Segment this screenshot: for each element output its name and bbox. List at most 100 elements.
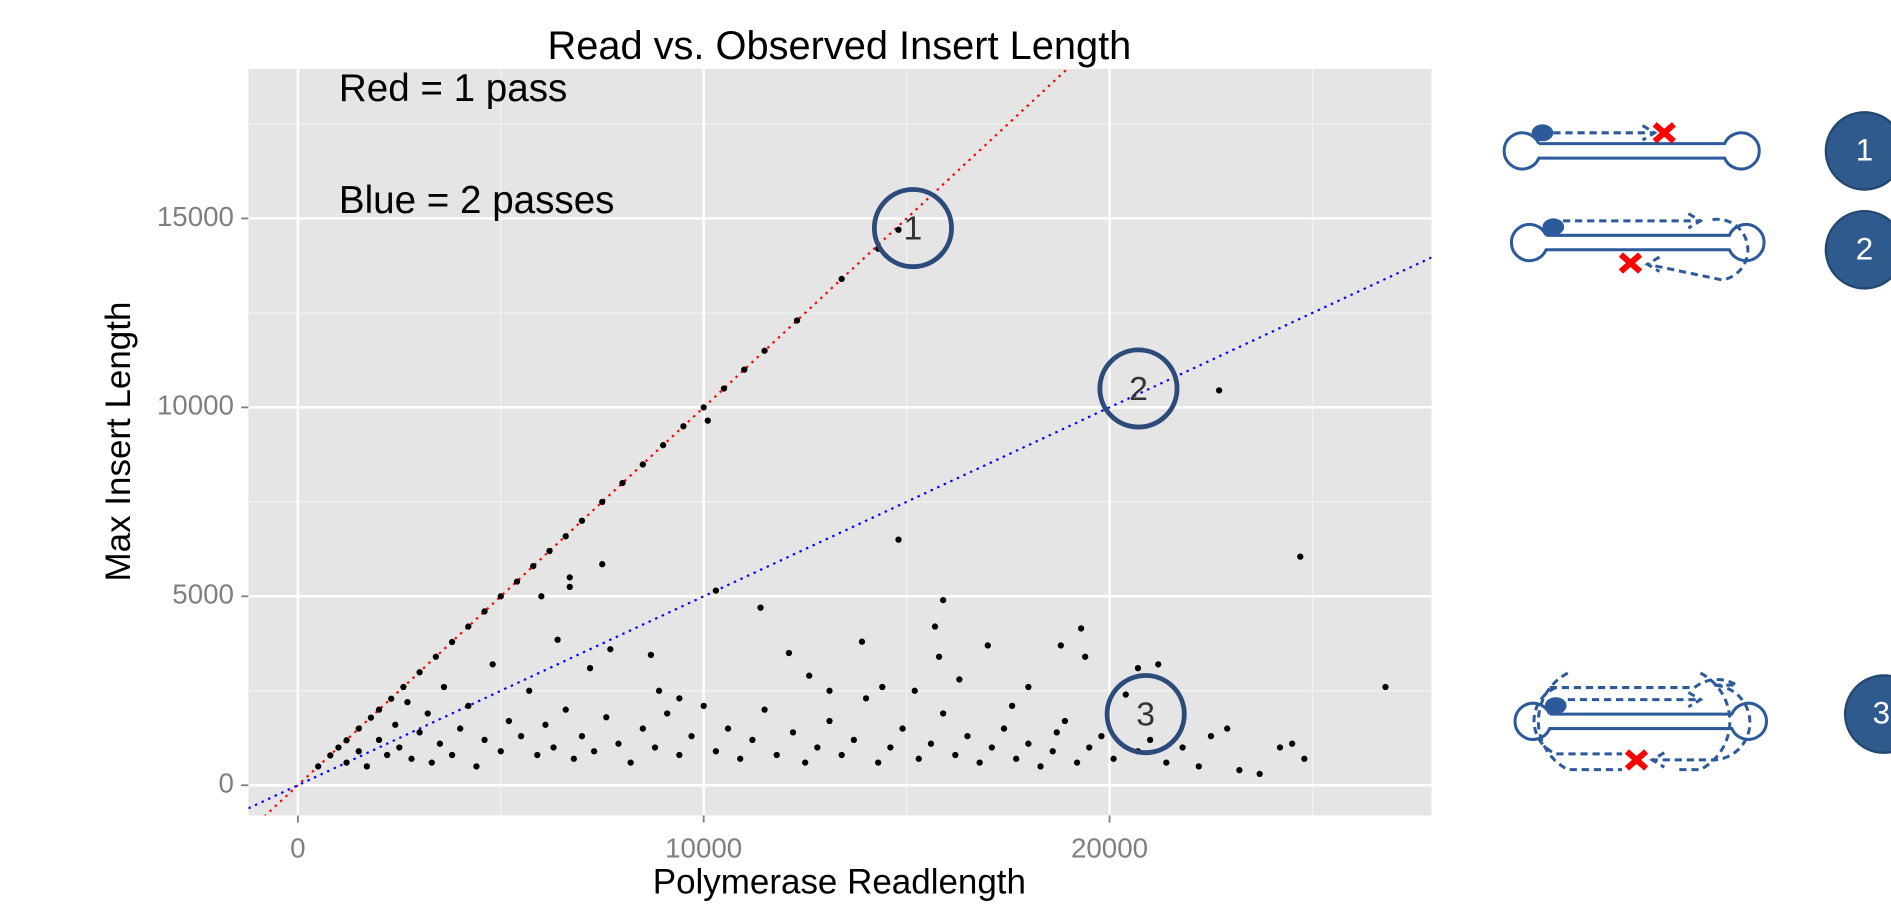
badge-label: 2 (1856, 231, 1873, 266)
point (1086, 744, 1093, 751)
point (720, 385, 728, 392)
y-tick-label: 10000 (157, 390, 234, 421)
point (578, 517, 586, 524)
y-tick-label: 5000 (172, 579, 234, 610)
point (538, 593, 545, 600)
point (1013, 755, 1020, 762)
point (603, 714, 610, 721)
point (542, 721, 549, 728)
point (1057, 642, 1064, 649)
point (757, 604, 764, 611)
point (517, 732, 525, 740)
point (550, 744, 557, 751)
point (1037, 763, 1044, 770)
point (1195, 763, 1202, 770)
badge (1824, 111, 1891, 191)
point (964, 732, 971, 740)
point (927, 740, 935, 747)
reference-line (263, 68, 1069, 816)
point (1146, 736, 1154, 744)
y-tick-label: 15000 (157, 201, 234, 232)
point (1155, 661, 1162, 668)
point (1301, 755, 1308, 762)
arrow (1562, 212, 1704, 230)
point (416, 669, 423, 676)
y-axis-label: Max Insert Length (99, 302, 138, 582)
point (497, 593, 504, 600)
point (850, 736, 857, 744)
point (1224, 725, 1231, 732)
point (627, 759, 634, 766)
point (375, 706, 383, 713)
point (647, 651, 655, 659)
point (1049, 748, 1056, 755)
point (700, 702, 707, 710)
arrow (1549, 678, 1752, 769)
diagram-1 (1502, 124, 1761, 171)
point (607, 646, 614, 653)
callout-circle (1104, 673, 1187, 756)
point (513, 578, 521, 585)
diagram-3 (1513, 671, 1768, 772)
point (526, 687, 533, 694)
point (651, 744, 659, 751)
reference-line (248, 256, 1432, 810)
point (1082, 653, 1089, 660)
point (1073, 759, 1081, 766)
point (416, 729, 423, 736)
point (879, 683, 886, 691)
polymerase (1544, 697, 1567, 715)
point (1215, 387, 1223, 394)
x-tick-label: 10000 (665, 833, 742, 864)
point (741, 366, 748, 373)
diagram-2 (1509, 212, 1766, 282)
point (793, 317, 801, 324)
point (931, 623, 939, 630)
stop-mark (1618, 252, 1643, 274)
badge (1824, 210, 1891, 290)
outer-loop (1536, 671, 1732, 772)
callout-circle (1097, 347, 1180, 430)
point (1297, 553, 1304, 560)
point (761, 347, 768, 354)
point (956, 676, 963, 683)
points (315, 226, 1389, 778)
point (899, 725, 906, 732)
point (1256, 770, 1263, 778)
point (546, 547, 553, 555)
point (367, 714, 375, 721)
hairpin (1509, 222, 1766, 263)
point (335, 744, 342, 751)
point (465, 623, 472, 630)
point (712, 748, 720, 755)
point (659, 442, 667, 449)
callout-label: 1 (904, 209, 923, 247)
point (457, 725, 464, 732)
point (570, 755, 577, 762)
point (489, 661, 496, 668)
point (984, 642, 991, 649)
point (396, 744, 403, 751)
point (700, 404, 707, 411)
point (826, 687, 833, 694)
point (448, 751, 456, 759)
point (448, 638, 456, 646)
point (424, 710, 431, 717)
annotation: Red = 1 pass (339, 67, 567, 110)
badge (1843, 674, 1891, 754)
stop-mark (1652, 122, 1676, 144)
point (858, 638, 866, 645)
point (554, 636, 561, 643)
x-tick-label: 20000 (1071, 833, 1148, 864)
callout-label: 3 (1136, 695, 1155, 733)
point (940, 710, 947, 717)
point (465, 702, 472, 710)
point (432, 653, 439, 660)
point (534, 751, 541, 759)
point (388, 695, 395, 702)
point (887, 744, 894, 751)
point (988, 744, 995, 751)
point (676, 751, 683, 759)
point (1025, 683, 1032, 691)
